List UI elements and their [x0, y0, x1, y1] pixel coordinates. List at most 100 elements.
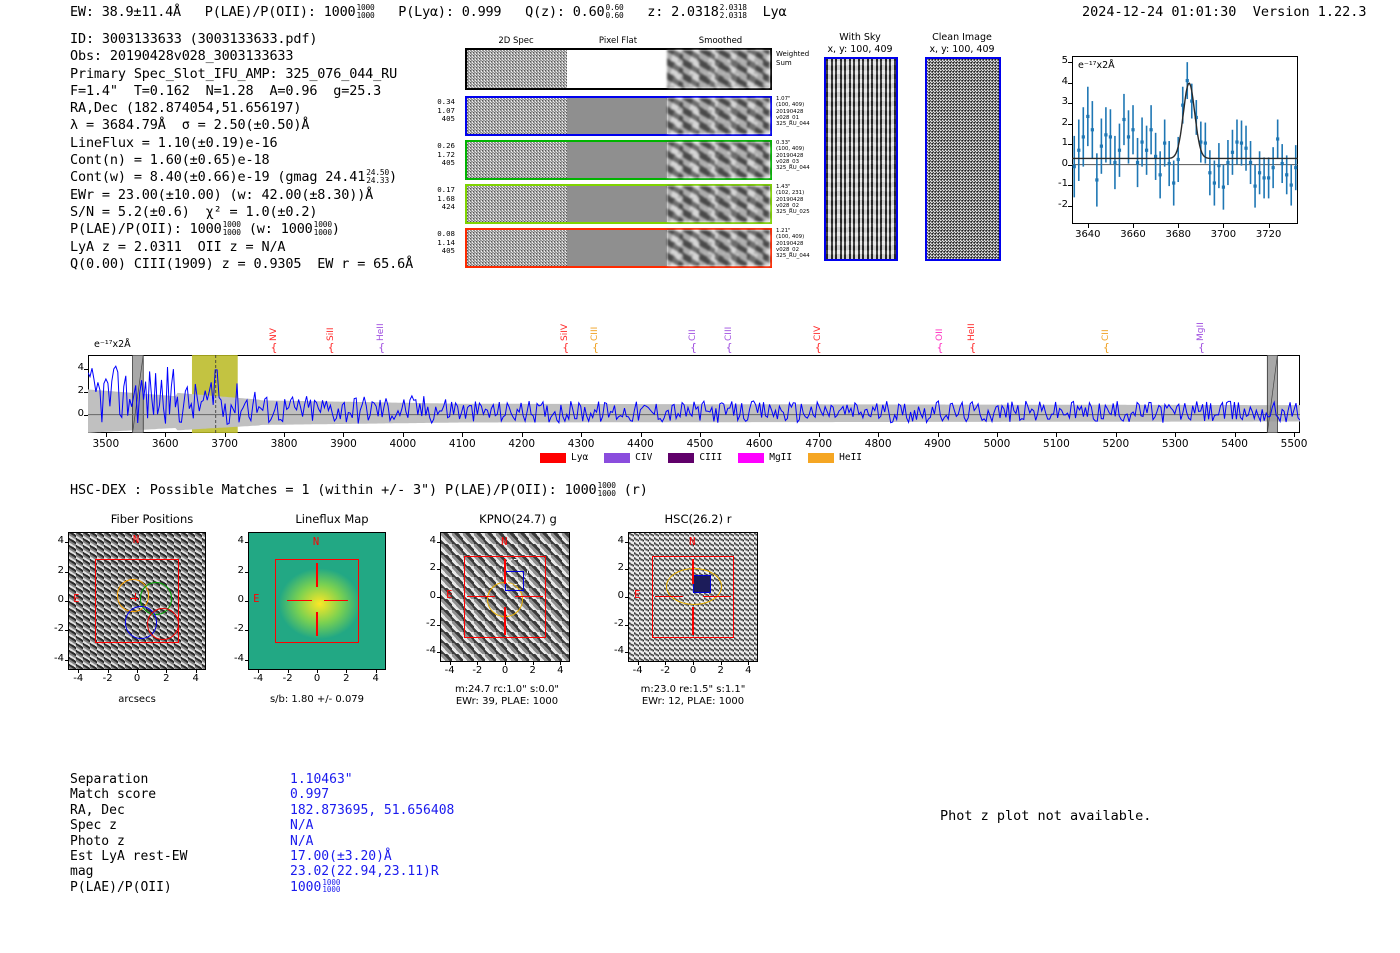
- legend-item-mgii: MgII: [738, 452, 792, 463]
- header-plae: P(LAE)/P(OII): 1000 1000 1000: [204, 2, 375, 20]
- legend-item-civ: CIV: [604, 452, 652, 463]
- info-line-id: ID: 3003133633 (3003133633.pdf): [70, 31, 318, 47]
- fiber-positions-xlabel: arcsecs: [118, 694, 156, 705]
- tickmark: [84, 391, 88, 393]
- match-row-value: N/A: [290, 833, 314, 849]
- tickmark: [1087, 224, 1089, 228]
- tickmark: [437, 541, 440, 543]
- cutout-3-ytick: -4: [614, 645, 624, 657]
- emission-marker-ciii: CIII: [723, 326, 734, 341]
- tickmark: [997, 433, 998, 437]
- spec2d-col-title-2dspec: 2D Spec: [498, 36, 534, 46]
- info-line-ewr: EWr = 23.00(±10.00) (w: 42.00(±8.30))Å: [70, 186, 374, 203]
- east-label: E: [253, 592, 260, 605]
- zoom-xtick: 3720: [1255, 229, 1282, 240]
- legend-label: MgII: [769, 452, 793, 463]
- spectrum-ytick: 2: [77, 384, 84, 396]
- cutout-0-ytick: 0: [57, 594, 64, 605]
- hsc-xlabel: m:23.0 re:1.5" s:1.1": [640, 684, 746, 695]
- info-line-obs: Obs: 20190428v028_3003133633: [70, 48, 294, 65]
- spec2d-weighted-sum-label: Weighted Sum: [776, 50, 810, 67]
- info-line-contn: Cont(n) = 1.60(±0.65)e-18: [70, 152, 270, 169]
- emission-marker-bracket: {: [1197, 341, 1205, 354]
- cutout-2-ytick: -4: [426, 645, 436, 657]
- header-qz: Q(z): 0.60 0.60 0.60: [525, 2, 624, 20]
- kpno-xlabel: m:24.7 rc:1.0" s:0.0": [454, 684, 560, 695]
- east-label: E: [446, 589, 453, 602]
- spec2d-panel: 2D Spec Pixel Flat Smoothed Weighted Sum …: [425, 36, 810, 268]
- tickmark: [65, 542, 68, 544]
- fiber-positions-title: Fiber Positions: [110, 512, 194, 526]
- spec2d-row-1-left: 0.34 1.07 405: [437, 97, 455, 124]
- emission-marker-bracket: {: [591, 341, 599, 354]
- spec2d-row-2-left: 0.26 1.72 405: [437, 141, 455, 168]
- cutout-3-xtick: 2: [717, 665, 724, 676]
- zoom-ytick: 1: [1061, 137, 1068, 149]
- tickmark: [699, 433, 701, 437]
- with-sky-title: With Sky: [839, 32, 881, 43]
- info-line-contw: Cont(w) = 8.40(±0.66)e-19 (gmag 24.41 24.…: [70, 168, 397, 186]
- detection-box-blue: [693, 575, 711, 594]
- tickmark: [720, 662, 722, 665]
- tickmark: [477, 662, 479, 665]
- tickmark: [195, 670, 197, 673]
- spectrum-xtick: 4900: [924, 438, 951, 450]
- hsc-title: HSC(26.2) r: [664, 512, 732, 526]
- full-spectrum-plot: NV{SiII{HeII{SiIV{CIII{CII{CIII{CIV{OII{…: [60, 313, 1308, 473]
- kpno-ew-plae: EWr: 39, PLAE: 1000: [455, 696, 559, 707]
- tickmark: [693, 662, 694, 665]
- cutout-1-ytick: 4: [237, 535, 244, 547]
- tickmark: [137, 670, 138, 673]
- tickmark: [284, 433, 286, 437]
- cutout-3-xtick: -4: [632, 665, 643, 676]
- tickmark: [878, 433, 880, 437]
- kpno-title: KPNO(24.7) g: [479, 512, 557, 526]
- spectrum-legend: Lyα CIV CIII MgII HeII: [540, 447, 878, 466]
- cutout-0-xtick: 2: [163, 673, 170, 684]
- legend-item-ciii: CIII: [668, 452, 722, 463]
- info-line-radec: RA,Dec (182.874054,51.656197): [70, 100, 302, 117]
- tickmark: [245, 630, 248, 632]
- spectrum-xtick: 4500: [686, 438, 714, 450]
- tickmark: [437, 597, 440, 598]
- fiber-positions-image: N E: [68, 532, 206, 670]
- tickmark: [287, 670, 289, 673]
- cutout-1-xtick: 2: [343, 673, 350, 684]
- lineflux-map-xlabel: s/b: 1.80 +/- 0.079: [269, 694, 365, 705]
- cutout-0-xtick: -2: [102, 673, 113, 684]
- tickmark: [637, 662, 639, 665]
- spectrum-xtick: 4700: [805, 438, 833, 450]
- tickmark: [65, 630, 68, 632]
- cutout-1-xtick: 0: [313, 673, 321, 684]
- cutout-3-ytick: 4: [617, 534, 624, 546]
- spec2d-row-3: [465, 184, 772, 224]
- legend-swatch: [668, 452, 695, 463]
- tickmark: [346, 670, 348, 673]
- tickmark: [1178, 224, 1180, 228]
- spectrum-xtick: 4400: [627, 438, 654, 450]
- tickmark: [317, 670, 318, 673]
- emission-marker-siii: SiII: [325, 327, 336, 341]
- spectrum-xtick: 3900: [330, 438, 357, 450]
- timestamp: 2024-12-24 01:01:30: [1082, 4, 1237, 20]
- cutout-2-xtick: 4: [557, 665, 564, 676]
- tickmark: [65, 659, 68, 661]
- tickmark: [437, 624, 440, 626]
- emission-marker-cii: CII: [1100, 329, 1111, 341]
- spec2d-row-3-left: 0.17 1.68 424: [437, 185, 455, 212]
- clean-image-caption: Clean Image x, y: 100, 409: [908, 32, 1016, 55]
- cutout-2-ytick: -2: [426, 617, 436, 629]
- tickmark: [625, 624, 628, 626]
- hsc-image: N E: [628, 532, 758, 662]
- zoom-ytick: 2: [1061, 116, 1068, 128]
- spectrum-xtick: 4200: [508, 438, 536, 450]
- north-label: N: [132, 534, 140, 547]
- tickmark: [1133, 224, 1135, 228]
- cutout-0-ytick: 4: [57, 535, 64, 547]
- tickmark: [937, 433, 939, 437]
- legend-swatch: [808, 452, 835, 463]
- cutout-1-ytick: 2: [237, 564, 244, 576]
- tickmark: [1068, 123, 1072, 125]
- tickmark: [665, 662, 667, 665]
- match-row-key: P(LAE)/P(OII): [70, 879, 172, 895]
